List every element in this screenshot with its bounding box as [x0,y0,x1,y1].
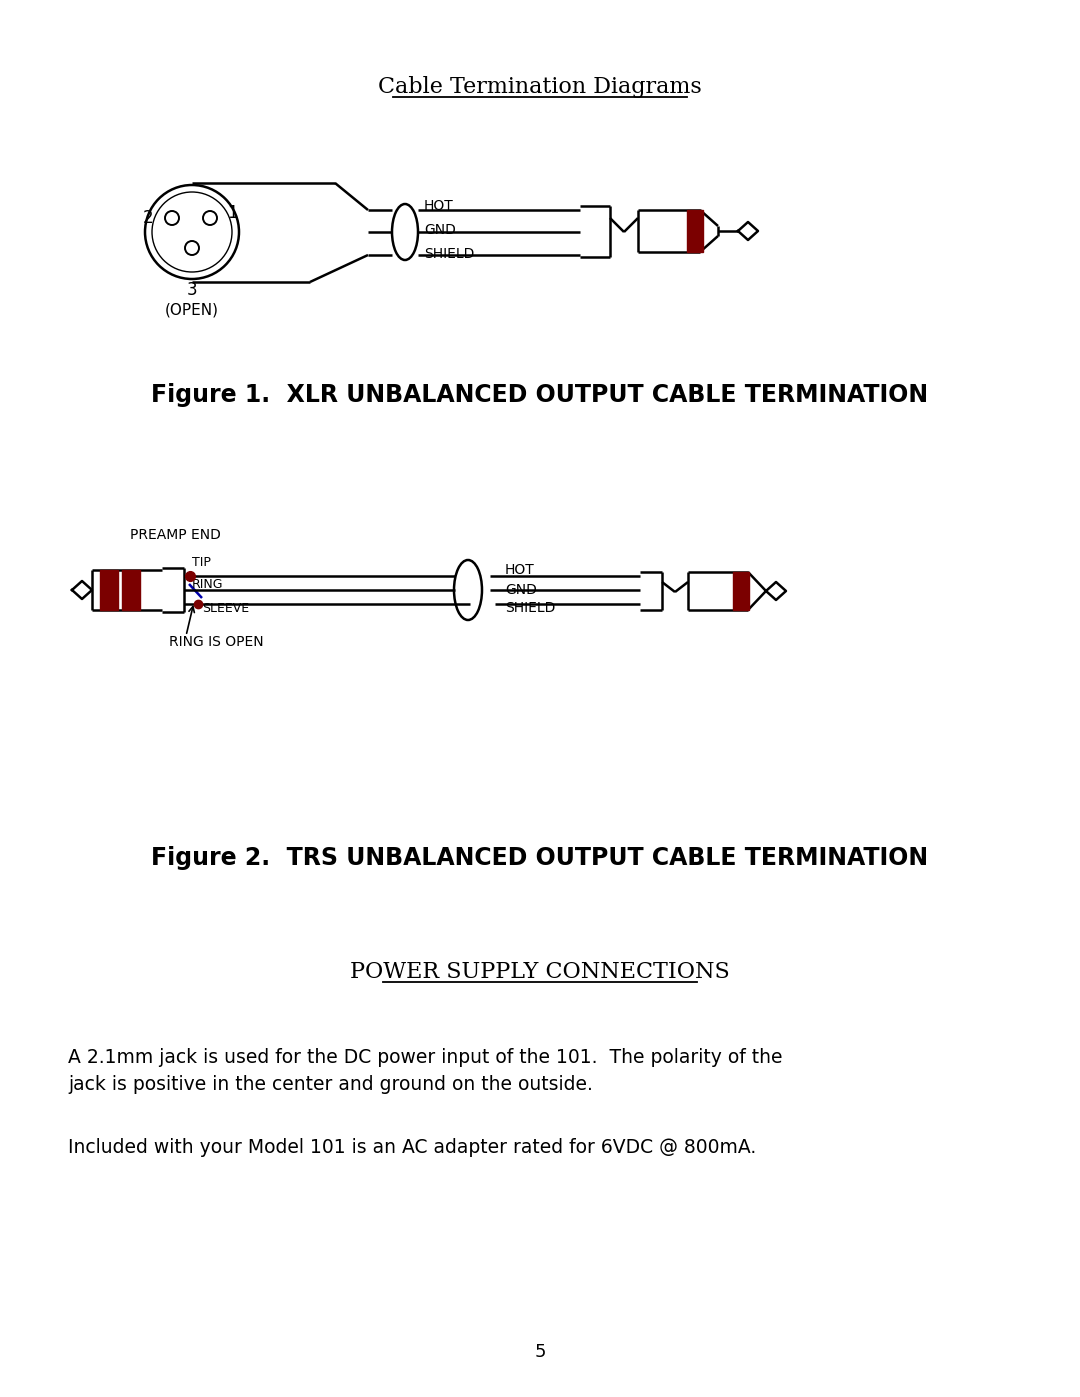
Text: GND: GND [424,224,456,237]
Text: Cable Termination Diagrams: Cable Termination Diagrams [378,75,702,98]
Bar [733,571,750,610]
Text: HOT: HOT [424,198,454,212]
Text: SHIELD: SHIELD [505,601,555,615]
Text: SLEEVE: SLEEVE [202,602,249,615]
Text: RING: RING [192,577,224,591]
Text: Figure 2.  TRS UNBALANCED OUTPUT CABLE TERMINATION: Figure 2. TRS UNBALANCED OUTPUT CABLE TE… [151,847,929,870]
Text: RING IS OPEN: RING IS OPEN [168,636,264,650]
Text: POWER SUPPLY CONNECTIONS: POWER SUPPLY CONNECTIONS [350,961,730,983]
Text: PREAMP END: PREAMP END [130,528,221,542]
Text: Figure 1.  XLR UNBALANCED OUTPUT CABLE TERMINATION: Figure 1. XLR UNBALANCED OUTPUT CABLE TE… [151,383,929,407]
Text: 3: 3 [187,281,198,299]
Text: SHIELD: SHIELD [424,247,474,261]
Text: 1: 1 [227,204,238,222]
Text: A 2.1mm jack is used for the DC power input of the 101.  The polarity of the
jac: A 2.1mm jack is used for the DC power in… [68,1048,783,1094]
Text: (OPEN): (OPEN) [165,303,219,317]
Text: GND: GND [505,583,537,597]
Text: Included with your Model 101 is an AC adapter rated for 6VDC @ 800mA.: Included with your Model 101 is an AC ad… [68,1139,756,1157]
Text: 2: 2 [143,210,153,226]
Text: 5: 5 [535,1343,545,1361]
Text: HOT: HOT [505,563,535,577]
Bar [122,570,140,610]
Bar [687,210,703,251]
Bar [100,570,118,610]
Text: TIP: TIP [192,556,211,570]
